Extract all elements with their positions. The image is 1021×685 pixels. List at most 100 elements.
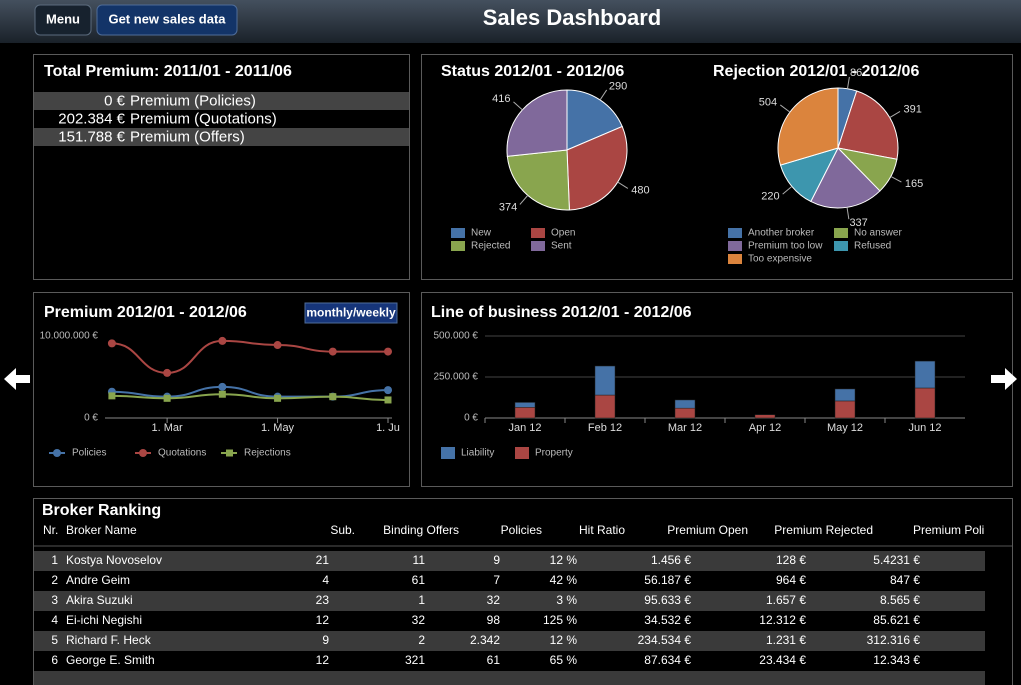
point xyxy=(107,339,116,348)
legend-label: Rejections xyxy=(244,448,291,459)
row-band xyxy=(34,551,985,571)
legend-label: No answer xyxy=(854,228,902,239)
column-header: Binding Offers xyxy=(383,523,459,537)
menu-button[interactable]: Menu xyxy=(34,4,92,36)
data-label: 416 xyxy=(492,93,510,105)
cell: 34.532 € xyxy=(644,613,691,627)
cell: 3 xyxy=(51,593,58,607)
cell: 42 % xyxy=(550,573,578,587)
cell: 12 xyxy=(316,653,330,667)
cell: 9 xyxy=(322,633,329,647)
cell: 5.4231 € xyxy=(873,553,920,567)
bar xyxy=(674,399,696,409)
cell: 8.565 € xyxy=(880,593,920,607)
point xyxy=(274,394,282,402)
cell: 2.342 xyxy=(470,633,500,647)
bar xyxy=(914,360,936,389)
legend-label: Another broker xyxy=(748,228,815,239)
cell: 4 xyxy=(322,573,329,587)
legend-swatch xyxy=(728,254,742,264)
cell: 2 xyxy=(51,573,58,587)
pie-slice xyxy=(810,147,881,209)
data-label: 504 xyxy=(759,96,777,108)
chart-title: Status 2012/01 - 2012/06 xyxy=(441,63,624,80)
legend-label: Liability xyxy=(461,448,494,459)
label-connector xyxy=(846,76,850,89)
cell: Ei-ichi Negishi xyxy=(66,613,142,627)
point xyxy=(328,347,337,356)
premium-label: Premium (Policies) xyxy=(130,92,256,109)
toggle-button[interactable]: monthly/weekly xyxy=(304,302,398,324)
point xyxy=(218,336,227,345)
bar xyxy=(914,387,936,419)
cell: 2 xyxy=(418,633,425,647)
data-label: 391 xyxy=(903,103,921,115)
cell: 11 xyxy=(413,553,426,567)
column-header: Hit Ratio xyxy=(579,523,625,537)
point xyxy=(329,393,337,401)
data-label: 86 xyxy=(850,67,862,79)
legend-label: Rejected xyxy=(471,241,510,252)
toggle-bg xyxy=(304,302,398,324)
bar xyxy=(834,388,856,402)
point xyxy=(108,392,116,400)
chart-title: Premium 2012/01 - 2012/06 xyxy=(44,304,247,321)
y-tick-label: 0 € xyxy=(464,413,478,424)
legend-marker xyxy=(226,449,233,457)
premium-amount: 0 € xyxy=(104,92,126,109)
cell: 128 € xyxy=(776,553,806,567)
prev-arrow[interactable] xyxy=(4,368,30,390)
x-tick-label: Jan 12 xyxy=(508,422,541,434)
column-header: Policies xyxy=(501,523,542,537)
point xyxy=(384,386,392,395)
y-tick-label: 0 € xyxy=(84,413,98,424)
column-header: Nr. xyxy=(43,523,58,537)
label-connector xyxy=(890,175,902,183)
row-band xyxy=(34,128,409,146)
cell: 65 % xyxy=(550,653,578,667)
x-tick-label: Feb 12 xyxy=(588,422,622,434)
pie-slice xyxy=(506,89,568,157)
legend-label: Open xyxy=(551,228,575,239)
premium-amount: 202.384 € xyxy=(58,110,125,127)
cell: George E. Smith xyxy=(66,653,155,667)
cell: 32 xyxy=(412,613,426,627)
legend-label: Premium too low xyxy=(748,241,823,252)
legend-swatch xyxy=(728,228,742,238)
point xyxy=(273,341,282,350)
toggle-label: monthly/weekly xyxy=(306,306,396,320)
label-connector xyxy=(519,195,529,205)
data-label: 290 xyxy=(609,81,627,93)
point xyxy=(163,368,172,377)
point xyxy=(163,394,171,402)
row-band xyxy=(34,92,409,110)
cell: 847 € xyxy=(890,573,920,587)
legend-marker xyxy=(139,449,147,457)
cell: 1 xyxy=(51,553,58,567)
menu-label: Menu xyxy=(46,11,80,26)
legend-label: Sent xyxy=(551,241,572,252)
label-connector xyxy=(599,89,608,101)
cell: 32 xyxy=(487,593,501,607)
pie-slice xyxy=(566,89,623,151)
table: Nr. Broker Name Sub. Binding Offers Policies… xyxy=(34,523,985,685)
legend-swatch xyxy=(451,241,465,251)
panel-title: Total Premium: 2011/01 - 2011/06 xyxy=(44,63,292,80)
y-tick-label: 10.000.000 € xyxy=(40,331,99,342)
x-tick-label: Mar 12 xyxy=(668,422,702,434)
row-band xyxy=(34,671,985,685)
legend-swatch xyxy=(834,228,848,238)
cell: 1 xyxy=(418,593,425,607)
next-arrow[interactable] xyxy=(991,368,1017,390)
cell: 5 xyxy=(51,633,58,647)
label-connector xyxy=(513,101,523,111)
refresh-button[interactable]: Get new sales data xyxy=(96,4,238,36)
column-header: Premium Poli xyxy=(913,523,984,537)
cell: 125 % xyxy=(543,613,577,627)
cell: 12.343 € xyxy=(873,653,920,667)
premium-amount: 151.788 € xyxy=(58,128,125,145)
premium-label: Premium (Quotations) xyxy=(130,110,277,127)
row-band xyxy=(34,631,985,651)
cell: 95.633 € xyxy=(644,593,691,607)
